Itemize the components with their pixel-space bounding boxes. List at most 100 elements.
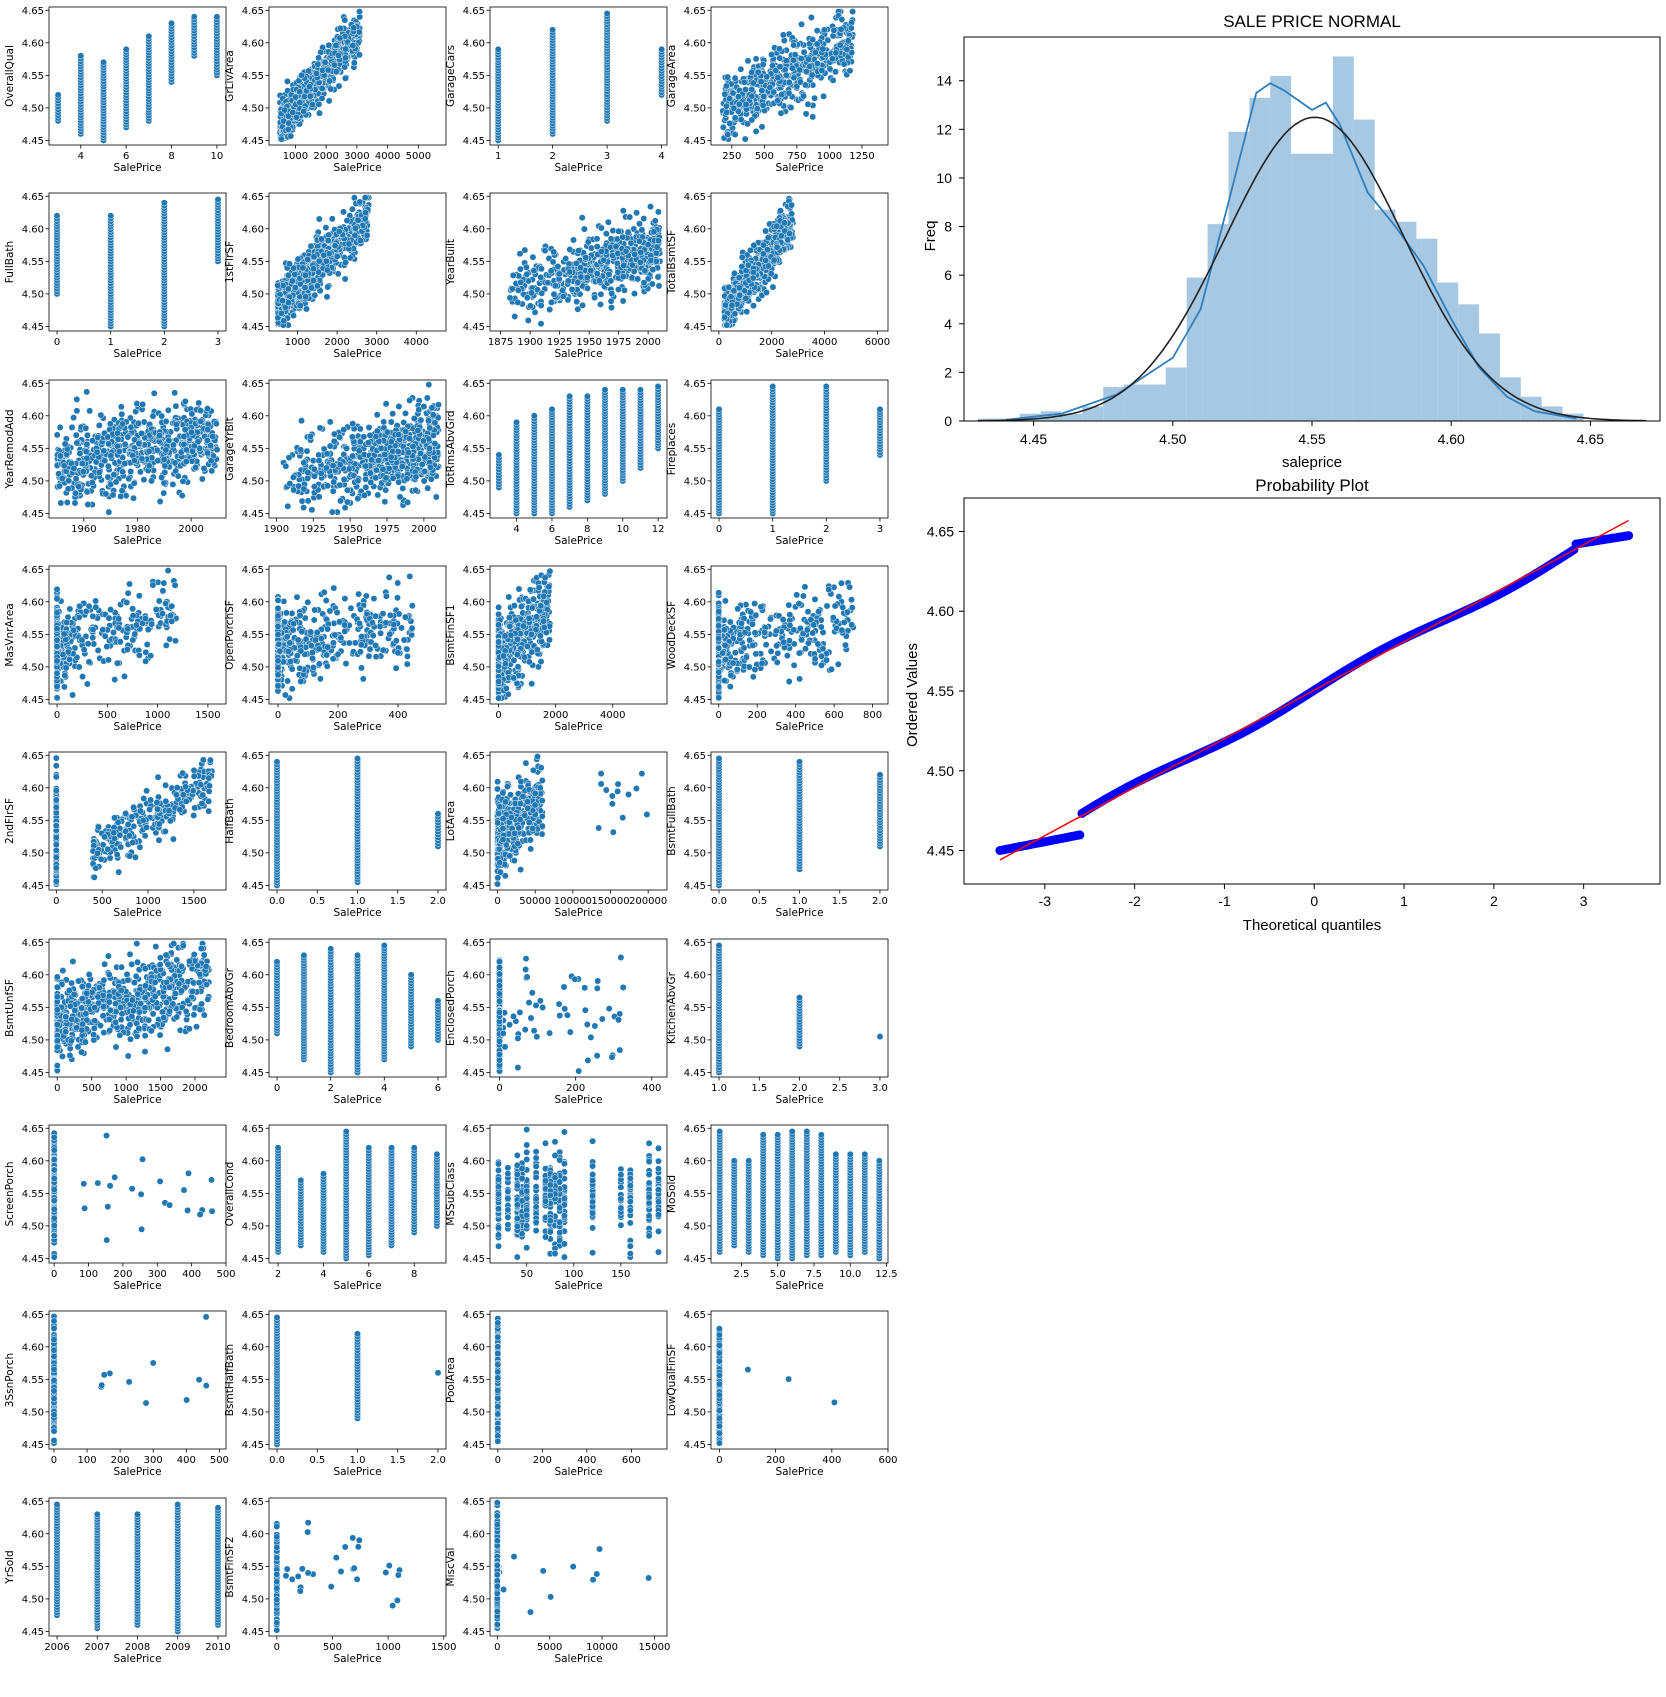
y-tick-label: 4.50 [463,289,485,300]
scatter-point [619,233,627,241]
scatter-point [178,492,186,500]
scatter-point [587,267,595,274]
scatter-point [204,405,211,413]
scatter-point [181,397,189,405]
scatter-point [158,474,166,481]
scatter-point [832,49,840,57]
scatter-point [125,475,133,483]
scatter-point [550,248,558,256]
scatter-point [335,82,343,90]
scatter-point [296,302,304,310]
scatter-point [341,275,349,283]
scatter-point [87,472,95,480]
y-tick-label: 4.65 [684,6,706,17]
plot-frame [48,6,227,146]
scatter-point [382,486,390,494]
scatter-point [315,215,323,223]
scatter-point [375,457,382,465]
scatter-point [279,297,286,305]
scatter-point [722,301,729,309]
scatter-point [297,446,305,454]
scatter-point [752,127,760,135]
scatter-point [73,407,81,415]
scatter-point [287,132,295,140]
scatter-point [364,439,372,447]
scatter-point [724,73,732,81]
scatter-point [602,230,610,238]
x-tick-label: 1900 [264,524,289,535]
scatter-point [402,428,410,436]
scatter-point [402,409,409,417]
scatter-point [742,100,750,108]
scatter-point [336,481,344,489]
scatter-point [813,27,821,35]
x-tick-label: 6000 [865,337,890,348]
scatter-point [326,418,334,426]
scatter-point [597,290,605,298]
scatter-point [776,63,784,71]
scatter-point [652,249,660,257]
scatter-point [172,421,180,428]
y-tick-label: 4.45 [242,509,264,520]
scatter-point [169,441,177,449]
scatter-point [332,41,340,49]
scatter-point [331,242,339,250]
scatter-point [343,486,351,494]
scatter-point [298,71,306,79]
scatter-point [820,26,828,34]
scatter-point [424,484,432,492]
scatter-point [304,474,312,482]
scatter-point [213,446,221,454]
scatter-point [759,61,767,69]
scatter-point [340,426,348,434]
scatter-point [776,54,784,62]
scatter-point [352,224,359,232]
scatter-point [56,423,64,431]
scatter-point [130,494,137,502]
scatter-point [583,274,591,281]
y-tick-label: 4.65 [463,6,485,17]
scatter-point [356,237,364,245]
y-tick-label: 4.60 [463,38,485,49]
scatter-point [328,508,336,516]
scatter-point [330,478,338,486]
scatter-point [847,24,855,32]
scatter-point [377,444,385,452]
x-tick-label: 3 [604,151,610,162]
y-tick-label: 4.60 [242,411,264,422]
scatter-point [762,227,770,235]
scatter-point [806,63,814,70]
scatter-point [109,491,117,499]
scatter-point [559,292,567,300]
scatter-point [719,123,727,131]
scatter-point [350,59,358,67]
scatter-point [300,504,308,512]
y-tick-label: 4.65 [22,6,44,17]
scatter-point [387,453,395,461]
scatter-point [158,412,166,420]
scatter-point [737,65,745,73]
scatter-point [361,194,369,202]
x-tick-label: 2 [161,337,167,348]
scatter-point [72,475,80,483]
scatter-point [115,448,123,455]
scatter-point [547,267,555,275]
scatter-point [742,294,750,302]
scatter-point [326,77,334,85]
scatter-point [373,466,380,474]
scatter-points [276,8,364,143]
scatter-point [573,298,581,306]
scatter-point [329,462,337,470]
scatter-point [597,224,605,232]
y-tick-label: 4.65 [684,192,706,203]
y-axis-label: YearRemodAdd [4,409,16,489]
y-tick-label: 4.50 [242,476,264,487]
scatter-point [354,495,362,503]
scatter-point [604,218,612,226]
x-tick-label: 2000 [635,337,660,348]
scatter-point [76,450,84,457]
scatter-point [313,282,321,290]
scatter-point [283,77,291,85]
